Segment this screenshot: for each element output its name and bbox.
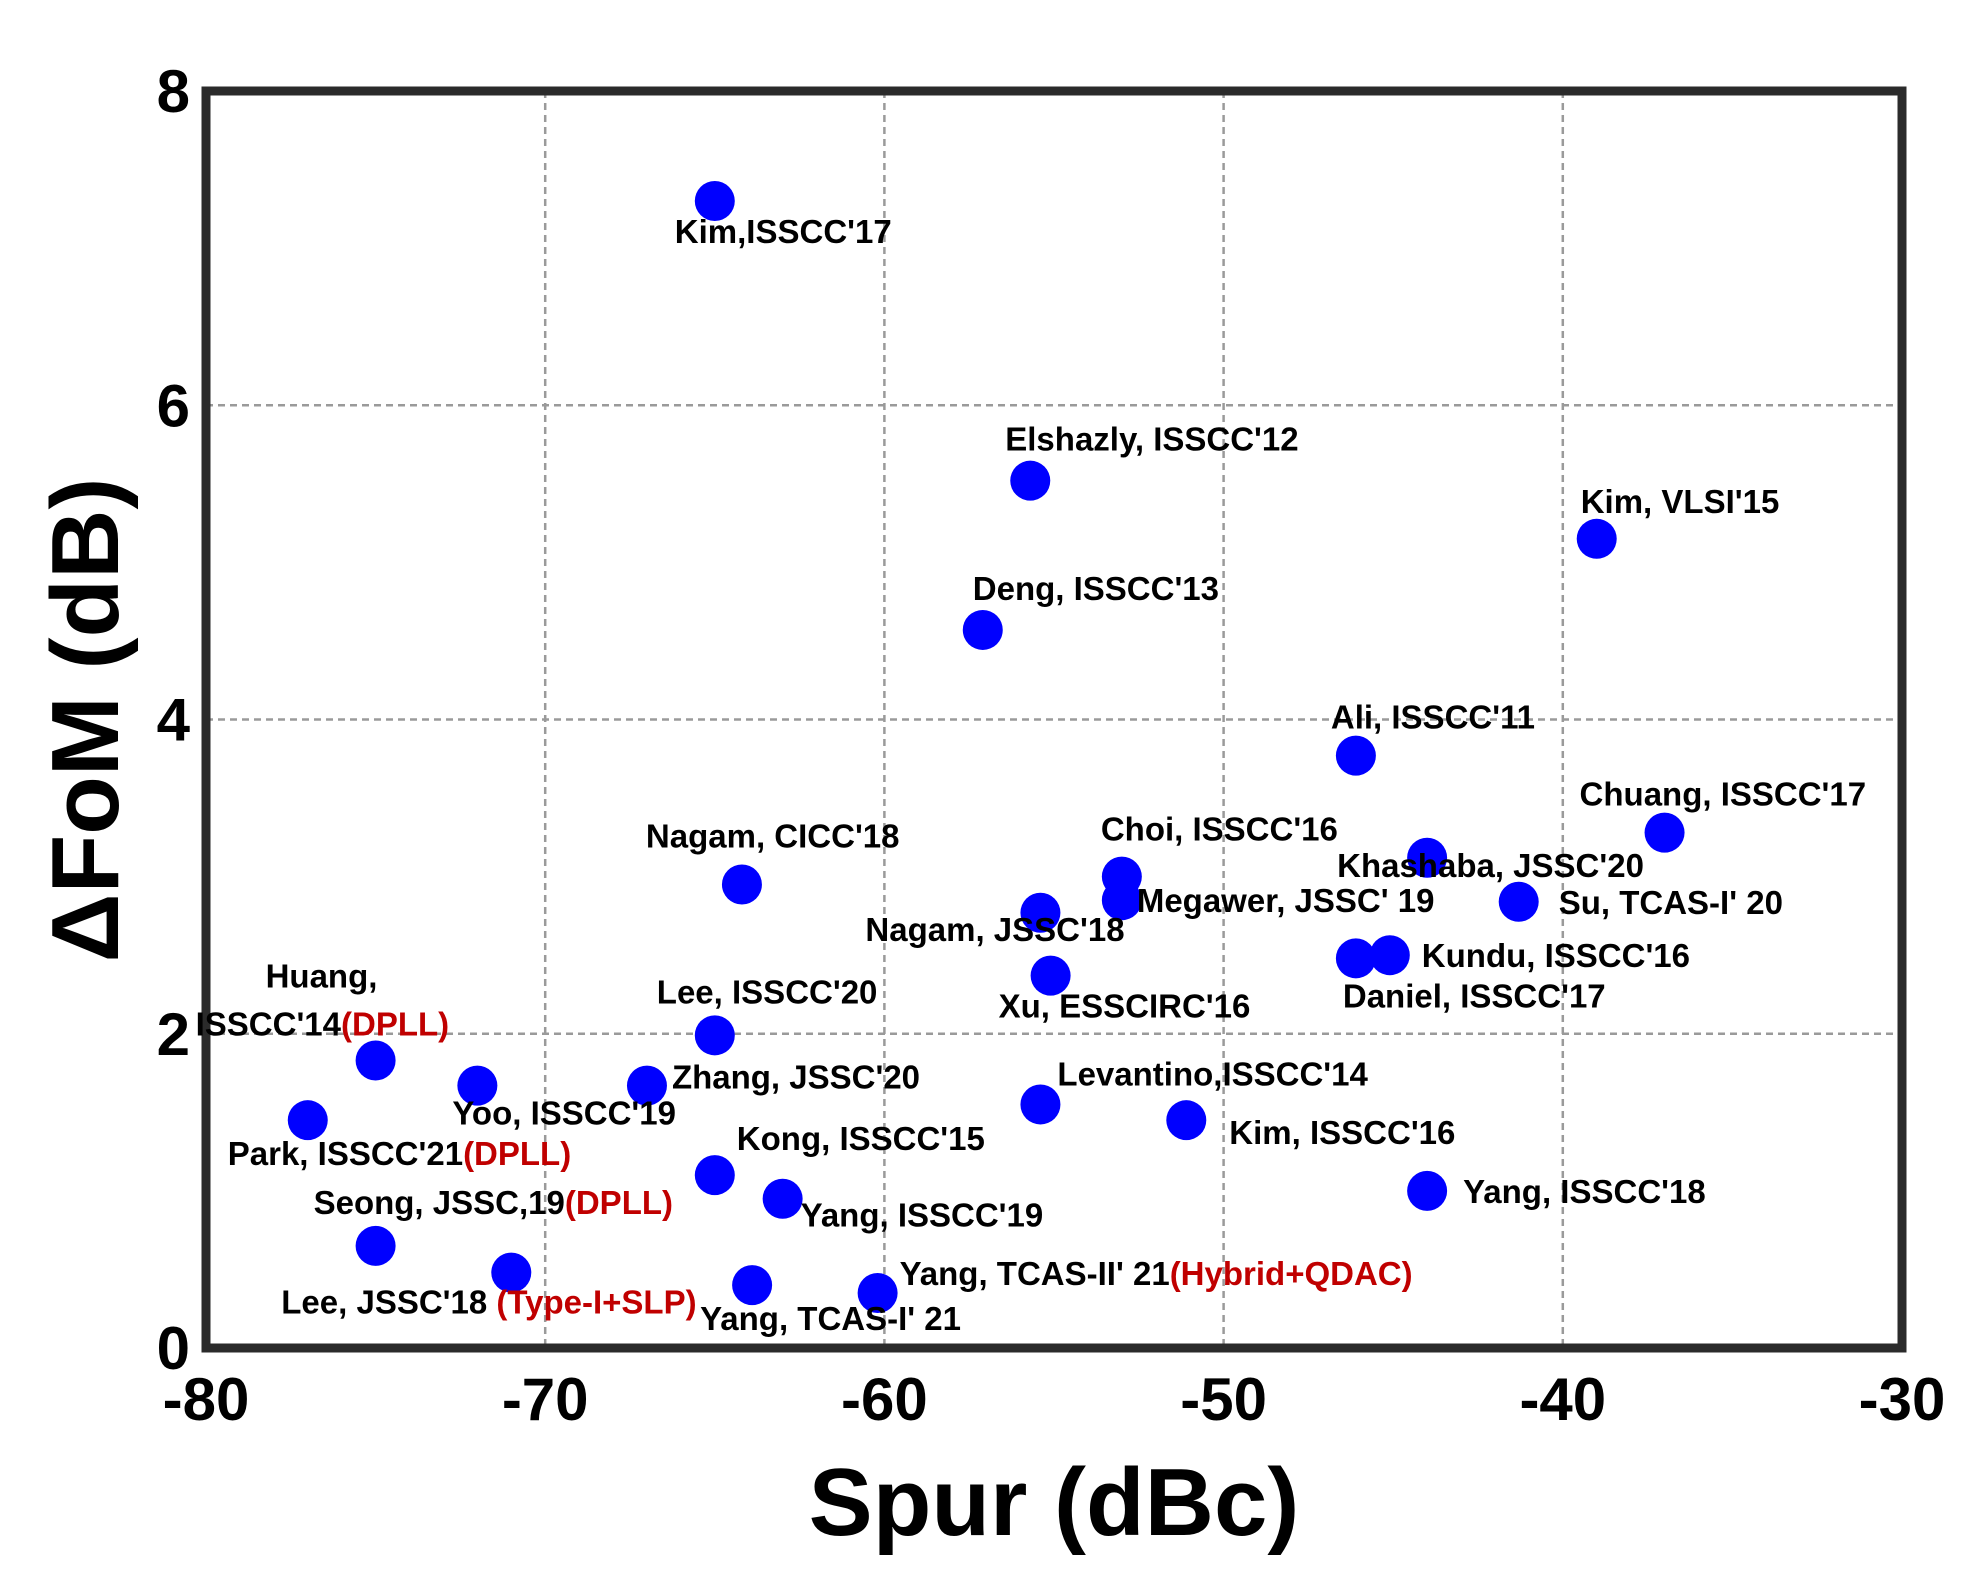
point-label: Kong, ISSCC'15 [737,1120,985,1157]
point-labels: Kim,ISSCC'17 Elshazly, ISSCC'12 Kim, VLSI'… [196,213,1867,1337]
point-label: Lee, JSSC'18 (Type-I+SLP) [281,1284,696,1321]
plot-frame [201,86,1907,1353]
point-label: Yang, TCAS-II' 21(Hybrid+QDAC) [900,1255,1413,1292]
y-axis-title: ΔFoM (dB) [32,478,139,963]
y-tick-label: 2 [157,1001,190,1068]
data-point [457,1065,498,1106]
y-axis-ticks: 0 2 4 6 8 [157,58,191,1382]
data-point [762,1178,803,1219]
data-point [355,1225,396,1266]
point-label: Park, ISSCC'21(DPLL) [228,1135,571,1172]
point-label: Deng, ISSCC'13 [973,570,1219,607]
point-label: Huang, ISSCC'14(DPLL) [196,957,450,1042]
point-label: Yang, ISSCC'18 [1463,1173,1706,1210]
point-label: Yang, TCAS-I' 21 [700,1300,961,1337]
data-point [1407,837,1448,878]
point-label: Kim,ISSCC'17 [675,213,892,250]
data-point [857,1273,898,1314]
data-point [1335,735,1376,776]
point-label: Kim, VLSI'15 [1581,483,1780,520]
point-label: Seong, JSSC,19(DPLL) [314,1184,673,1221]
y-tick-label: 8 [157,58,190,125]
x-tick-label: -50 [1180,1366,1267,1433]
point-label: Su, TCAS-I' 20 [1559,884,1783,921]
data-point [491,1252,532,1293]
point-label: Lee, ISSCC'20 [657,973,878,1010]
data-points [287,180,1685,1314]
x-tick-label: -60 [841,1366,928,1433]
data-point [962,609,1003,650]
data-point [1644,812,1685,853]
point-label: Levantino,ISSCC'14 [1057,1055,1368,1092]
point-label: Chuang, ISSCC'17 [1580,776,1867,813]
point-label: Elshazly, ISSCC'12 [1005,421,1298,458]
point-label: Choi, ISSCC'16 [1101,811,1338,848]
y-tick-label: 4 [157,687,191,754]
x-tick-label: -70 [502,1366,589,1433]
x-tick-label: -40 [1519,1366,1606,1433]
data-point [1369,935,1410,976]
point-label: Khashaba, JSSC'20 [1337,847,1644,884]
point-label: Kim, ISSCC'16 [1229,1114,1455,1151]
y-tick-label: 0 [157,1315,190,1382]
point-label: Yang, ISSCC'19 [801,1197,1044,1234]
point-label: Yoo, ISSCC'19 [452,1095,676,1132]
point-label: Nagam, JSSC'18 [865,911,1124,948]
grid [206,91,1902,1348]
y-tick-label: 6 [157,372,190,439]
data-point [1020,892,1061,933]
x-tick-label: -80 [163,1366,250,1433]
x-axis-ticks: -80 -70 -60 -50 -40 -30 [163,1366,1946,1433]
data-point [694,1155,735,1196]
data-point [721,864,762,905]
data-point [1020,1084,1061,1125]
x-tick-label: -30 [1859,1366,1946,1433]
data-point [1576,518,1617,559]
data-point [1010,460,1051,501]
data-point [1407,1170,1448,1211]
data-point [1498,881,1539,922]
data-point [694,180,735,221]
point-label: Kundu, ISSCC'16 [1422,937,1690,974]
point-label: Megawer, JSSC' 19 [1137,882,1435,919]
data-point [1030,955,1071,996]
data-point [287,1100,328,1141]
x-axis-title: Spur (dBc) [809,1449,1300,1556]
point-label: Daniel, ISSCC'17 [1343,977,1606,1014]
point-label: Nagam, CICC'18 [646,817,900,854]
point-label: Ali, ISSCC'11 [1331,699,1535,736]
point-label: Zhang, JSSC'20 [672,1059,920,1096]
data-point [626,1065,667,1106]
data-point [1335,938,1376,979]
data-point [1101,880,1142,921]
data-point [694,1015,735,1056]
point-label: Xu, ESSCIRC'16 [999,988,1251,1025]
data-point [355,1040,396,1081]
data-point [732,1265,773,1306]
data-point [1166,1100,1207,1141]
